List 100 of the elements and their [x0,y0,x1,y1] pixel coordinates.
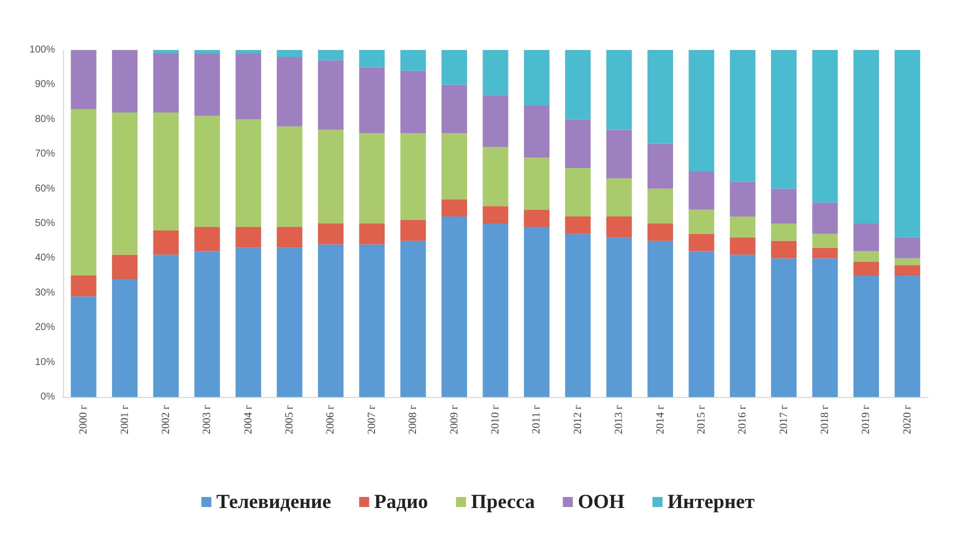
bar [153,254,179,397]
bar [153,53,179,112]
bar [276,126,302,227]
bar [606,50,632,130]
legend-label: Телевидение [216,491,332,513]
bar [70,50,96,109]
bar [276,56,302,126]
x-tick-label: 2018 г [819,404,832,434]
x-tick-label: 2014 г [654,404,666,434]
bar [771,240,797,258]
x-tick-label: 2006 г [324,404,337,434]
bar [688,251,714,397]
y-tick-label: 50% [34,218,56,229]
bar [482,147,508,206]
bar [853,224,879,252]
bar [524,106,550,158]
bar [730,50,756,182]
bar [812,234,838,248]
bar [730,216,756,238]
bar [771,50,797,189]
x-tick-label: 2016 г [736,404,749,434]
x-tick-label: 2002 г [160,404,172,434]
bar [112,112,138,255]
bar [565,119,591,168]
bar [524,50,550,106]
bar [442,50,468,85]
bar [853,50,879,224]
x-tick-label: 2010 г [490,404,502,434]
bar [647,188,674,224]
bar [236,226,262,248]
bar [400,70,426,134]
bar [606,130,632,178]
y-tick-label: 40% [34,252,56,264]
bar [606,178,632,217]
bar [194,226,220,252]
legend-label: Интернет [667,491,755,513]
bar [812,248,838,258]
bar [442,84,468,134]
bar [524,158,550,210]
legend-label: Пресса [471,491,535,513]
bar [153,50,179,54]
x-tick-label: 2008 г [407,404,420,434]
bar [276,248,302,397]
bar [194,50,220,54]
x-tick-label: 2019 г [860,404,872,434]
bar [194,53,220,116]
bar [318,244,344,397]
bar [442,199,468,217]
bar [236,50,262,54]
bar [606,216,632,238]
x-tick-label: 2007 г [366,404,378,434]
bar [606,237,632,397]
bar [359,133,385,224]
bar [894,50,920,238]
bar [482,95,508,148]
y-tick-label: 70% [34,148,56,160]
x-tick-label: 2020 г [901,404,914,434]
bar [112,279,138,397]
bar [688,50,714,172]
bar [894,237,920,258]
bar [730,254,756,397]
legend-label: Радио [374,491,428,513]
bar [236,119,262,227]
bar [70,296,96,397]
bar [565,50,591,120]
x-tick-label: 2011 г [530,404,543,434]
x-tick-label: 2005 г [284,404,296,434]
bar [153,230,179,255]
bar [400,220,426,241]
bar [112,254,138,280]
bar [194,251,220,397]
bar [70,108,96,276]
legend-label: ООН [578,491,625,513]
x-tick-label: 2015 г [695,404,708,434]
bar [524,226,550,397]
bar [853,262,879,276]
x-tick-label: 2013 г [613,404,626,434]
bar [318,60,344,130]
y-tick-label: 80% [34,114,56,125]
x-tick-label: 2003 г [201,404,214,434]
bar [565,216,591,234]
bar [730,237,756,255]
bar [853,276,879,397]
bar [359,244,385,397]
bar [318,50,344,60]
bar [688,234,714,252]
y-tick-label: 20% [34,322,56,334]
bar [565,168,591,217]
bar [894,265,920,276]
y-tick-label: 90% [34,79,56,90]
bar [70,276,96,296]
bar [812,50,838,203]
bar [688,210,714,234]
bar [771,224,797,241]
x-tick-label: 2012 г [572,404,584,434]
bar [482,224,508,397]
bar [442,133,468,200]
bar [442,216,468,397]
x-tick-label: 2000 г [78,404,90,434]
bar [276,50,302,57]
